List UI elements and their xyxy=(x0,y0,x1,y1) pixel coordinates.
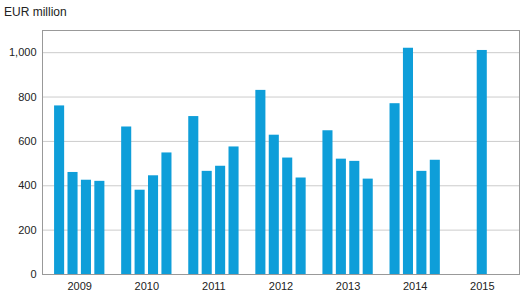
svg-text:2010: 2010 xyxy=(135,280,159,292)
svg-text:1,000: 1,000 xyxy=(9,46,37,58)
svg-text:600: 600 xyxy=(18,135,36,147)
svg-text:400: 400 xyxy=(18,179,36,191)
html-text:EUR million: EUR million xyxy=(4,5,67,19)
svg-text:2013: 2013 xyxy=(336,280,360,292)
svg-text:0: 0 xyxy=(30,268,36,280)
svg-text:2014: 2014 xyxy=(403,280,427,292)
svg-text:2012: 2012 xyxy=(269,280,293,292)
svg-text:2015: 2015 xyxy=(470,280,494,292)
svg-text:200: 200 xyxy=(18,224,36,236)
svg-text:800: 800 xyxy=(18,91,36,103)
svg-text:2011: 2011 xyxy=(202,280,226,292)
svg-text:2009: 2009 xyxy=(67,280,91,292)
